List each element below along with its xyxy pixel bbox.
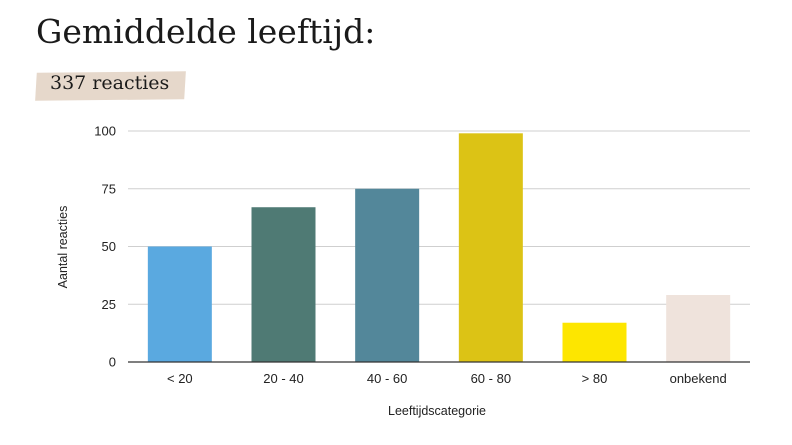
y-axis-label: Aantal reacties <box>56 206 70 289</box>
gridlines <box>128 130 750 305</box>
y-tick-label: 25 <box>102 297 116 312</box>
y-tick-label: 0 <box>109 355 116 370</box>
response-count: 337 reacties <box>50 72 170 94</box>
y-tick-label: 100 <box>94 124 116 139</box>
x-tick-label: onbekend <box>670 371 727 386</box>
bar <box>355 188 420 362</box>
bar <box>458 133 523 362</box>
bar <box>251 207 316 362</box>
bar <box>147 246 212 362</box>
y-tick-label: 75 <box>102 181 116 196</box>
x-tick-label: 20 - 40 <box>263 371 303 386</box>
x-tick-label: < 20 <box>167 371 193 386</box>
x-tick-label: 60 - 80 <box>471 371 511 386</box>
x-tick-label: > 80 <box>582 371 608 386</box>
y-tick-labels: 0 25 50 75 100 <box>94 124 116 370</box>
bars <box>147 133 731 362</box>
response-count-badge: 337 reacties <box>35 70 186 101</box>
bar <box>562 322 627 362</box>
bar <box>666 295 731 362</box>
x-axis-label: Leeftijdscategorie <box>388 404 486 418</box>
page-title: Gemiddelde leeftijd: <box>36 12 376 51</box>
x-tick-labels: < 20 20 - 40 40 - 60 60 - 80 > 80 onbekend <box>167 371 727 386</box>
x-tick-label: 40 - 60 <box>367 371 407 386</box>
y-tick-label: 50 <box>102 239 116 254</box>
